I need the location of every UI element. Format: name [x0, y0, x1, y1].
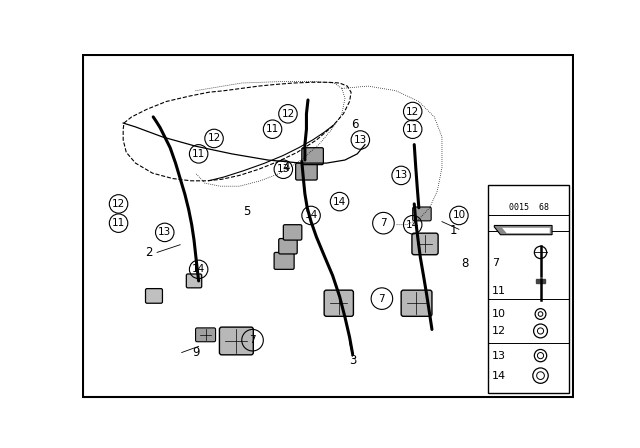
Polygon shape: [494, 225, 552, 235]
FancyBboxPatch shape: [279, 238, 297, 254]
Text: 12: 12: [112, 199, 125, 209]
Bar: [488, 185, 569, 392]
FancyBboxPatch shape: [324, 290, 353, 316]
Text: 10: 10: [452, 211, 465, 220]
Text: 7: 7: [380, 218, 387, 228]
Polygon shape: [502, 228, 550, 233]
FancyBboxPatch shape: [412, 233, 438, 255]
Text: 13: 13: [394, 170, 408, 181]
Text: 11: 11: [192, 149, 205, 159]
FancyBboxPatch shape: [186, 274, 202, 288]
Text: 14: 14: [333, 197, 346, 207]
Text: 6: 6: [351, 118, 358, 131]
FancyBboxPatch shape: [274, 252, 294, 269]
Text: 11: 11: [492, 286, 506, 296]
Text: 9: 9: [192, 346, 199, 359]
Text: 7: 7: [492, 258, 499, 268]
Text: 10: 10: [492, 309, 506, 319]
Text: 3: 3: [349, 354, 356, 367]
FancyBboxPatch shape: [145, 289, 163, 303]
Bar: [536, 280, 545, 283]
Text: 2: 2: [146, 246, 153, 259]
Text: 7: 7: [379, 293, 385, 304]
FancyBboxPatch shape: [302, 148, 323, 165]
Text: 14: 14: [492, 370, 506, 381]
Text: 14: 14: [305, 211, 317, 220]
Text: 14: 14: [192, 264, 205, 274]
Text: 11: 11: [406, 124, 419, 134]
Text: 12: 12: [406, 107, 419, 116]
FancyBboxPatch shape: [196, 328, 216, 342]
Text: 11: 11: [266, 124, 279, 134]
FancyBboxPatch shape: [220, 327, 253, 355]
FancyBboxPatch shape: [401, 290, 432, 316]
FancyBboxPatch shape: [284, 225, 302, 240]
Text: 4: 4: [282, 161, 289, 174]
FancyBboxPatch shape: [296, 163, 317, 180]
FancyBboxPatch shape: [413, 207, 431, 221]
Text: 12: 12: [282, 109, 294, 119]
Text: 11: 11: [112, 218, 125, 228]
Text: 0015  68: 0015 68: [509, 203, 548, 212]
Text: 13: 13: [492, 351, 506, 361]
Text: 5: 5: [243, 205, 251, 218]
Text: 12: 12: [207, 134, 221, 143]
Text: 8: 8: [461, 257, 468, 270]
Text: 13: 13: [354, 135, 367, 145]
Text: 1: 1: [450, 224, 457, 237]
Text: 13: 13: [158, 228, 172, 237]
Text: 14: 14: [406, 220, 419, 230]
Text: 12: 12: [492, 326, 506, 336]
Text: 7: 7: [249, 335, 256, 345]
Text: 13: 13: [276, 164, 290, 174]
